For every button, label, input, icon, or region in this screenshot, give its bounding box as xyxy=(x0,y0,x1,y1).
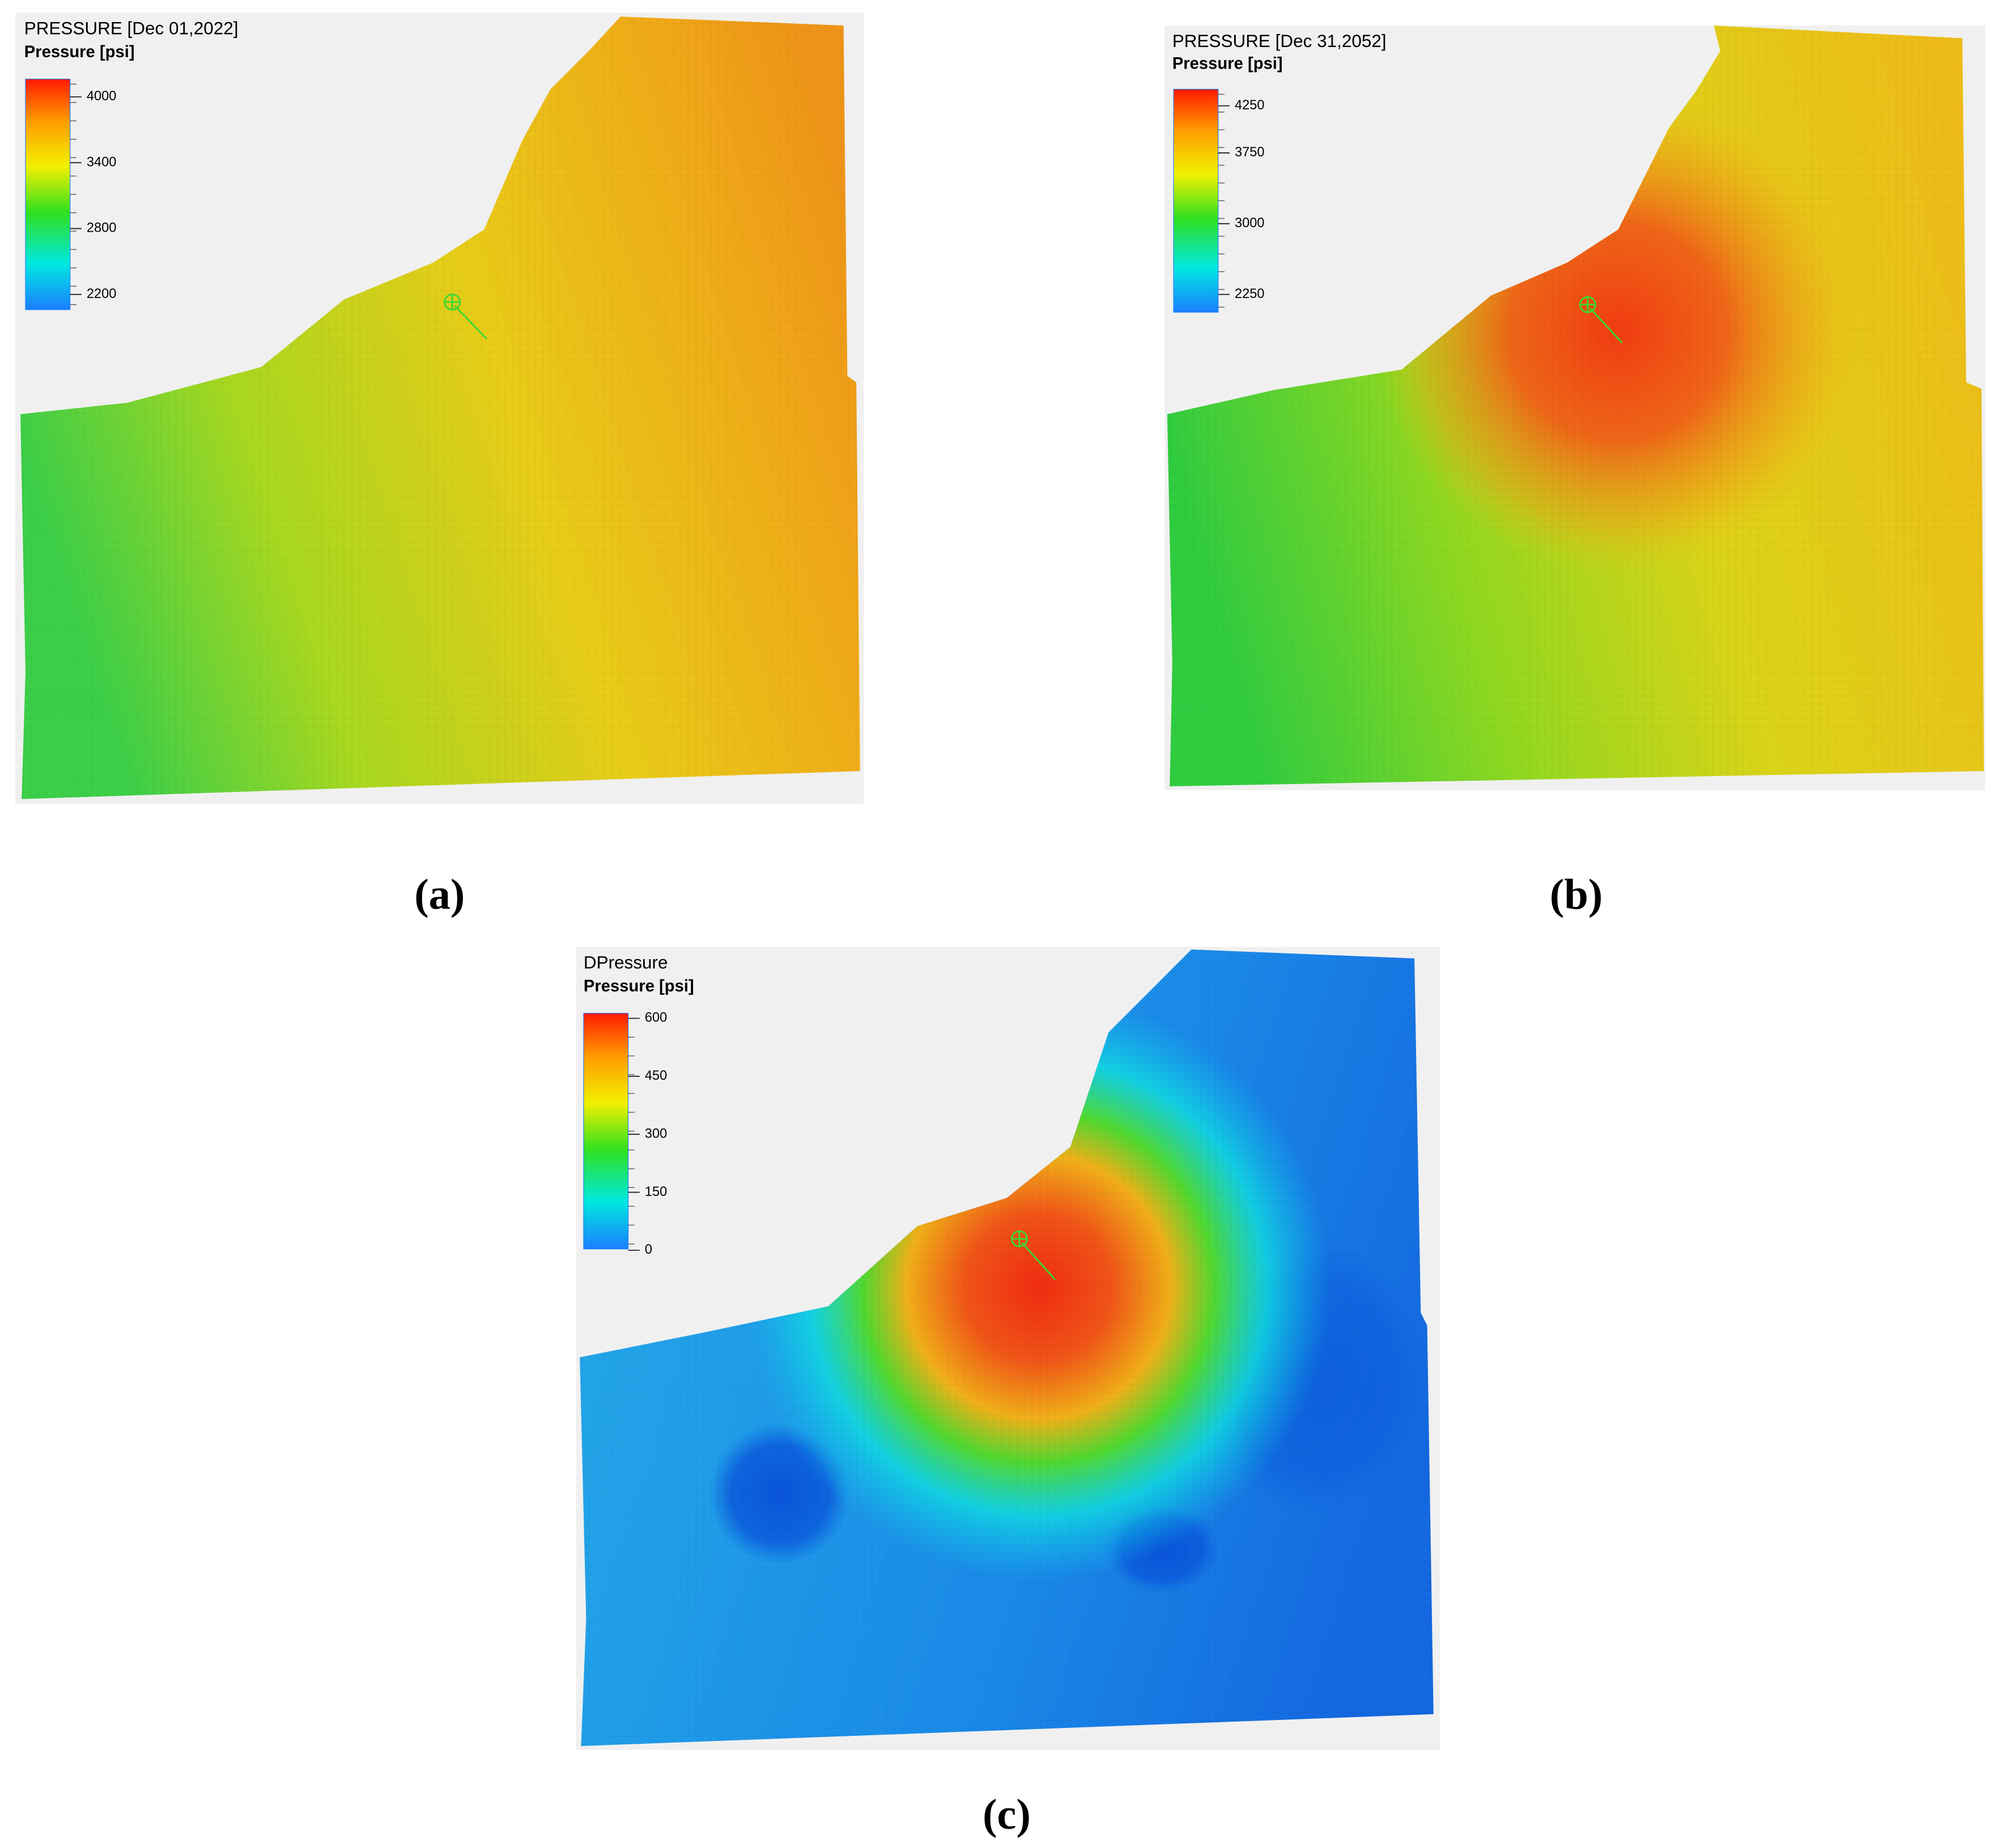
colorbar-tick-label: 3000 xyxy=(1235,216,1265,231)
well xyxy=(1011,1230,1056,1280)
panel-caption: (c) xyxy=(983,1790,1031,1838)
colorbar-tick-label: 3400 xyxy=(87,155,117,169)
colorbar-tick-label: 3750 xyxy=(1235,145,1265,160)
unit-label: Pressure [psi] xyxy=(584,977,694,995)
colorbar xyxy=(1173,88,1219,313)
colorbar xyxy=(25,78,71,310)
colorbar-tick-label: 0 xyxy=(645,1242,652,1257)
panel-caption: (b) xyxy=(1550,870,1602,918)
grid-mesh xyxy=(20,16,860,799)
colorbar-tick-label: 2200 xyxy=(87,287,117,301)
grid-mesh xyxy=(580,949,1434,1747)
panel-title: DPressure xyxy=(584,953,668,973)
colorbar-tick-label: 450 xyxy=(645,1068,667,1083)
panel-title: PRESSURE [Dec 31,2052] xyxy=(1172,31,1387,51)
colorbar-tick-label: 2250 xyxy=(1235,287,1265,301)
well xyxy=(1579,296,1623,344)
panel-caption: (a) xyxy=(414,870,465,918)
colorbar-tick-label: 300 xyxy=(645,1126,667,1141)
colorbar-tick-label: 4000 xyxy=(87,89,117,104)
panel-title: PRESSURE [Dec 01,2022] xyxy=(24,19,239,39)
colorbar-tick-label: 150 xyxy=(645,1185,667,1199)
colorbar-tick-label: 4250 xyxy=(1235,98,1265,113)
colorbar-tick-label: 2800 xyxy=(87,221,117,236)
colorbar xyxy=(583,1012,629,1250)
unit-label: Pressure [psi] xyxy=(24,43,135,61)
colorbar-tick-label: 600 xyxy=(645,1011,667,1025)
unit-label: Pressure [psi] xyxy=(1172,54,1283,73)
grid-mesh xyxy=(1167,25,1984,787)
well xyxy=(444,293,488,340)
